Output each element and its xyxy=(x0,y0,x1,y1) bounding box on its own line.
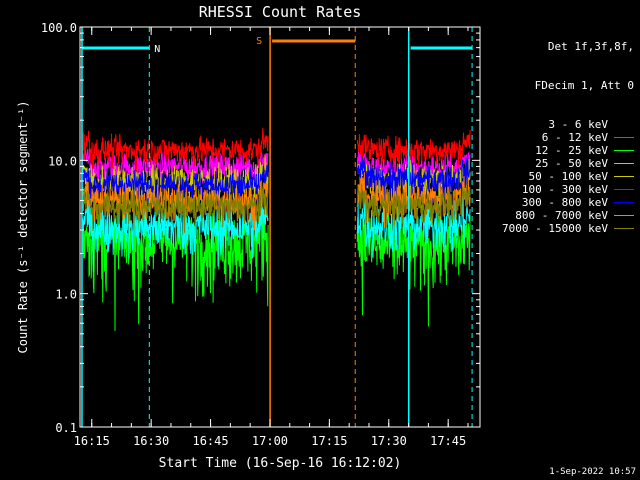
legend-entry-label: 6 - 12 keV xyxy=(541,131,608,144)
legend-header-detectors: Det 1f,3f,8f, xyxy=(547,40,634,53)
x-tick-label: 16:15 xyxy=(74,434,110,448)
legend-swatch xyxy=(614,202,634,203)
x-tick-label: 17:30 xyxy=(371,434,407,448)
legend-entry: 3 - 6 keV xyxy=(502,118,634,131)
legend-entry: 7000 - 15000 keV xyxy=(502,222,634,235)
plot-frame xyxy=(79,26,481,428)
x-tick-label: 17:15 xyxy=(311,434,347,448)
y-tick-label: 10.0 xyxy=(48,154,77,168)
legend-entry-label: 50 - 100 keV xyxy=(528,170,608,183)
legend-swatch xyxy=(614,176,634,177)
legend-entry-label: 800 - 7000 keV xyxy=(515,209,608,222)
legend-swatch xyxy=(614,163,634,164)
legend-entry: 6 - 12 keV xyxy=(502,131,634,144)
legend-entry: 300 - 800 keV xyxy=(502,196,634,209)
chart-title: RHESSI Count Rates xyxy=(199,3,362,21)
legend-swatch xyxy=(614,215,634,216)
timestamp: 1-Sep-2022 10:57 xyxy=(549,467,636,477)
x-axis-label: Start Time (16-Sep-16 16:12:02) xyxy=(159,456,402,471)
legend-entry-label: 7000 - 15000 keV xyxy=(502,222,608,235)
x-tick-label: 16:45 xyxy=(192,434,228,448)
legend-swatch xyxy=(614,150,634,151)
night-annotation-label: N xyxy=(154,44,160,55)
x-tick-label: 16:30 xyxy=(133,434,169,448)
legend-header-decim: FDecim 1, Att 0 xyxy=(534,79,634,92)
x-tick-label: 17:00 xyxy=(252,434,288,448)
legend-entry-label: 300 - 800 keV xyxy=(521,196,608,209)
x-tick-label: 17:45 xyxy=(430,434,466,448)
legend-entry: 12 - 25 keV xyxy=(502,144,634,157)
series-line xyxy=(81,192,471,272)
y-tick-label: 1.0 xyxy=(55,288,77,302)
legend-entry: 800 - 7000 keV xyxy=(502,209,634,222)
y-axis-label: Count Rate (s⁻¹ detector segment⁻¹) xyxy=(16,101,30,354)
legend-entry: 100 - 300 keV xyxy=(502,183,634,196)
series-line xyxy=(81,127,471,173)
legend-swatch xyxy=(614,228,634,229)
y-tick-label: 100.0 xyxy=(41,21,77,35)
tick-layer: 0.1 1.0 10.0 100.0 16:15 16:30 16:45 17:00 17:15… xyxy=(41,21,480,448)
series-line xyxy=(81,179,471,233)
legend-entry: 50 - 100 keV xyxy=(502,170,634,183)
legend-entry-label: 25 - 50 keV xyxy=(535,157,608,170)
legend-entry-label: 3 - 6 keV xyxy=(548,118,608,131)
series-line xyxy=(81,154,471,209)
marker-layer: NS xyxy=(81,27,473,427)
legend-swatch xyxy=(614,137,634,138)
saa-annotation-label: S xyxy=(256,36,262,47)
legend-swatch xyxy=(614,189,634,190)
legend-entry-label: 12 - 25 keV xyxy=(535,144,608,157)
legend-entry: 25 - 50 keV xyxy=(502,157,634,170)
legend-entry-label: 100 - 300 keV xyxy=(521,183,608,196)
legend-swatch xyxy=(614,124,634,125)
series-layer xyxy=(81,127,471,331)
legend: Det 1f,3f,8f, FDecim 1, Att 0 3 - 6 keV 6… xyxy=(502,14,634,248)
y-tick-label: 0.1 xyxy=(55,421,77,435)
